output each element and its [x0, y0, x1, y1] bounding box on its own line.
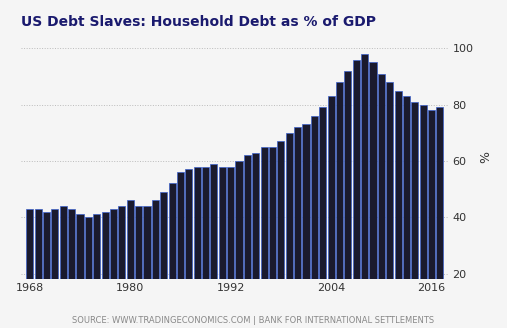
Bar: [26, 209, 33, 328]
Bar: [185, 169, 192, 328]
Bar: [135, 206, 142, 328]
Bar: [336, 82, 343, 328]
Bar: [328, 96, 335, 328]
Bar: [34, 209, 42, 328]
Bar: [361, 54, 368, 328]
Bar: [294, 127, 301, 328]
Bar: [277, 141, 284, 328]
Bar: [378, 74, 385, 328]
Bar: [344, 71, 351, 328]
Bar: [411, 102, 418, 328]
Bar: [101, 212, 108, 328]
Bar: [437, 108, 444, 328]
Bar: [227, 167, 234, 328]
Bar: [143, 206, 151, 328]
Bar: [311, 116, 318, 328]
Bar: [118, 206, 125, 328]
Bar: [210, 164, 218, 328]
Bar: [269, 147, 276, 328]
Bar: [68, 209, 75, 328]
Bar: [252, 153, 260, 328]
Bar: [428, 110, 435, 328]
Bar: [420, 105, 427, 328]
Bar: [194, 167, 201, 328]
Y-axis label: %: %: [479, 151, 492, 163]
Bar: [51, 209, 58, 328]
Bar: [168, 183, 175, 328]
Bar: [394, 91, 402, 328]
Bar: [152, 200, 159, 328]
Bar: [403, 96, 410, 328]
Bar: [202, 167, 209, 328]
Bar: [235, 161, 242, 328]
Bar: [110, 209, 117, 328]
Bar: [244, 155, 251, 328]
Bar: [160, 192, 167, 328]
Text: SOURCE: WWW.TRADINGECONOMICS.COM | BANK FOR INTERNATIONAL SETTLEMENTS: SOURCE: WWW.TRADINGECONOMICS.COM | BANK …: [73, 316, 434, 325]
Bar: [370, 62, 377, 328]
Bar: [93, 215, 100, 328]
Bar: [43, 212, 50, 328]
Bar: [303, 124, 310, 328]
Bar: [177, 172, 184, 328]
Bar: [219, 167, 226, 328]
Bar: [386, 82, 393, 328]
Text: US Debt Slaves: Household Debt as % of GDP: US Debt Slaves: Household Debt as % of G…: [21, 15, 376, 29]
Bar: [85, 217, 92, 328]
Bar: [353, 60, 360, 328]
Bar: [60, 206, 67, 328]
Bar: [286, 133, 293, 328]
Bar: [127, 200, 134, 328]
Bar: [77, 215, 84, 328]
Bar: [319, 108, 327, 328]
Bar: [261, 147, 268, 328]
